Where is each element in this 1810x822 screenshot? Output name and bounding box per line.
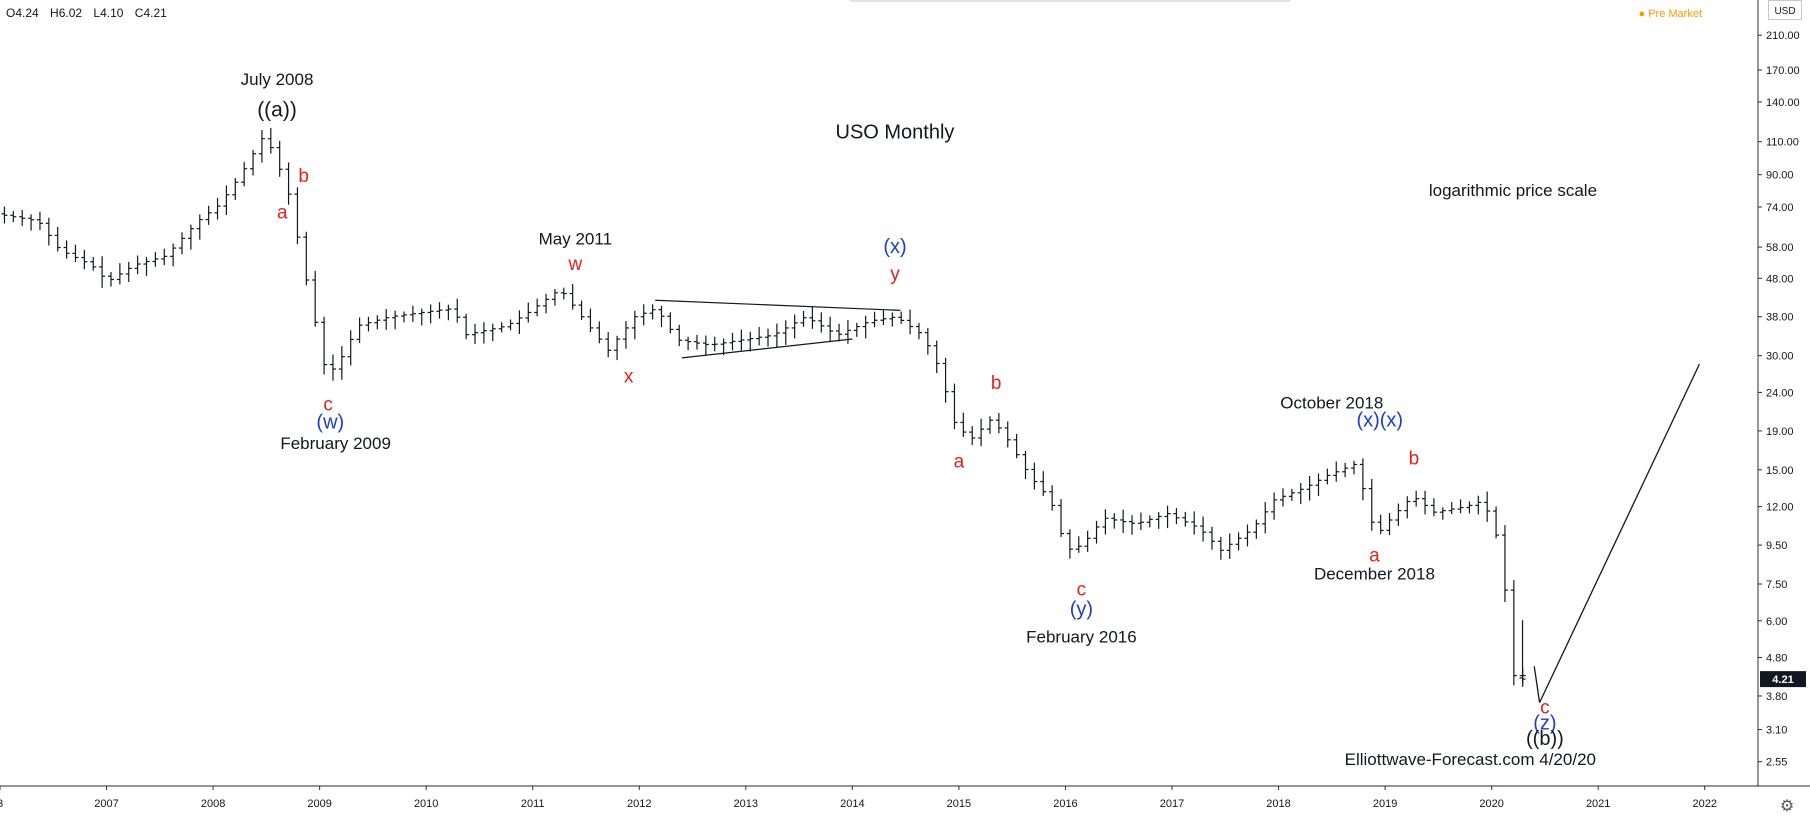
x-tick-label: 2015 — [947, 798, 971, 810]
x-tick-label: 2013 — [734, 798, 758, 810]
x-tick-label: 2018 — [1266, 798, 1290, 810]
wave-annotation: c — [323, 395, 333, 416]
y-tick-label: 74.00 — [1766, 202, 1794, 214]
y-tick-label: 6.00 — [1766, 616, 1787, 628]
wave-annotation: b — [991, 373, 1002, 394]
close-value: C4.21 — [134, 6, 167, 20]
wave-annotation: December 2018 — [1314, 565, 1435, 584]
y-tick-label: 210.00 — [1766, 30, 1800, 42]
last-price-badge — [1760, 671, 1806, 688]
wave-annotation: July 2008 — [241, 70, 314, 89]
wave-annotation: Elliottwave-Forecast.com 4/20/20 — [1345, 750, 1596, 769]
y-tick-label: 24.00 — [1766, 387, 1794, 399]
wave-annotation: logarithmic price scale — [1429, 181, 1597, 200]
x-tick-label: 2008 — [201, 798, 225, 810]
x-tick-label: 2022 — [1692, 798, 1716, 810]
currency-button[interactable]: USD — [1768, 0, 1802, 20]
wave-annotation: February 2016 — [1026, 628, 1137, 647]
low-value: L4.10 — [93, 6, 124, 20]
x-tick-label: 2009 — [307, 798, 331, 810]
wave-annotation: ((b)) — [1526, 728, 1564, 750]
wave-annotation: b — [1409, 448, 1420, 469]
pre-market-dot-icon: ● — [1638, 8, 1646, 20]
wave-annotation: b — [298, 166, 309, 187]
wave-annotation: (y) — [1070, 598, 1093, 620]
wave-annotation: (x) — [883, 236, 906, 258]
x-tick-label: 2020 — [1479, 798, 1503, 810]
x-tick-label: 2021 — [1586, 798, 1610, 810]
x-tick-label: 2007 — [94, 798, 118, 810]
x-tick-label: 2016 — [1053, 798, 1077, 810]
wave-annotation: (x)(x) — [1356, 410, 1403, 432]
x-tick-label: 2011 — [521, 798, 545, 810]
ohlc-readout: O4.24 H6.02 L4.10 C4.21 — [6, 6, 175, 20]
y-tick-label: 19.00 — [1766, 426, 1794, 438]
y-tick-label: 3.10 — [1766, 725, 1787, 737]
x-tick-label: 2010 — [414, 798, 438, 810]
x-tick-label: 2017 — [1160, 798, 1184, 810]
open-value: O4.24 — [6, 6, 39, 20]
wave-annotation: c — [1540, 697, 1550, 718]
wave-annotation: ((a)) — [257, 99, 297, 122]
wave-annotation: a — [277, 202, 288, 223]
y-tick-label: 58.00 — [1766, 242, 1794, 254]
y-tick-label: 7.50 — [1766, 579, 1787, 591]
x-tick-label: 2012 — [627, 798, 651, 810]
wave-annotation: a — [954, 452, 965, 473]
y-tick-label: 30.00 — [1766, 351, 1794, 363]
wave-annotation: a — [1369, 545, 1380, 566]
wave-annotation: May 2011 — [539, 229, 612, 248]
y-tick-label: 4.80 — [1766, 653, 1787, 665]
high-value: H6.02 — [50, 6, 83, 20]
y-tick-label: 15.00 — [1766, 465, 1794, 477]
wave-annotation: y — [890, 264, 900, 285]
wave-annotation: (w) — [316, 411, 344, 433]
wave-annotation: USO Monthly — [836, 122, 955, 144]
wave-annotation: October 2018 — [1280, 393, 1383, 412]
wave-annotation: w — [567, 254, 582, 275]
x-tick-label: 2019 — [1373, 798, 1397, 810]
wave-annotation: c — [1077, 579, 1087, 600]
chart-settings-gear-icon[interactable]: ⚙ — [1779, 798, 1795, 815]
y-tick-label: 140.00 — [1766, 97, 1800, 109]
x-tick-label: 2014 — [840, 798, 864, 810]
pre-market-label: Pre Market — [1648, 8, 1702, 20]
y-tick-label: 170.00 — [1766, 65, 1800, 77]
y-tick-label: 3.80 — [1766, 691, 1787, 703]
wave-annotation: (z) — [1533, 713, 1556, 735]
y-tick-label: 110.00 — [1766, 137, 1799, 149]
wave-annotation: February 2009 — [280, 434, 391, 453]
x-tick-label: 3 — [0, 798, 3, 810]
projection-line — [1538, 363, 1700, 703]
y-tick-label: 2.55 — [1766, 757, 1787, 769]
y-tick-label: 9.50 — [1766, 540, 1787, 552]
y-tick-label: 12.00 — [1766, 502, 1794, 514]
triangle-upper-line — [655, 299, 901, 311]
currency-label: USD — [1774, 6, 1796, 17]
last-price-label: 4.21 — [1772, 674, 1793, 686]
y-tick-label: 48.00 — [1766, 273, 1794, 285]
y-tick-label: 90.00 — [1766, 170, 1794, 182]
triangle-lower-line — [681, 338, 853, 359]
y-tick-label: 38.00 — [1766, 312, 1794, 324]
projection-hook-line — [1533, 666, 1541, 703]
pre-market-indicator: ● Pre Market — [1638, 8, 1702, 20]
wave-annotation: x — [624, 366, 634, 387]
top-toolbar-edge — [850, 0, 1290, 2]
